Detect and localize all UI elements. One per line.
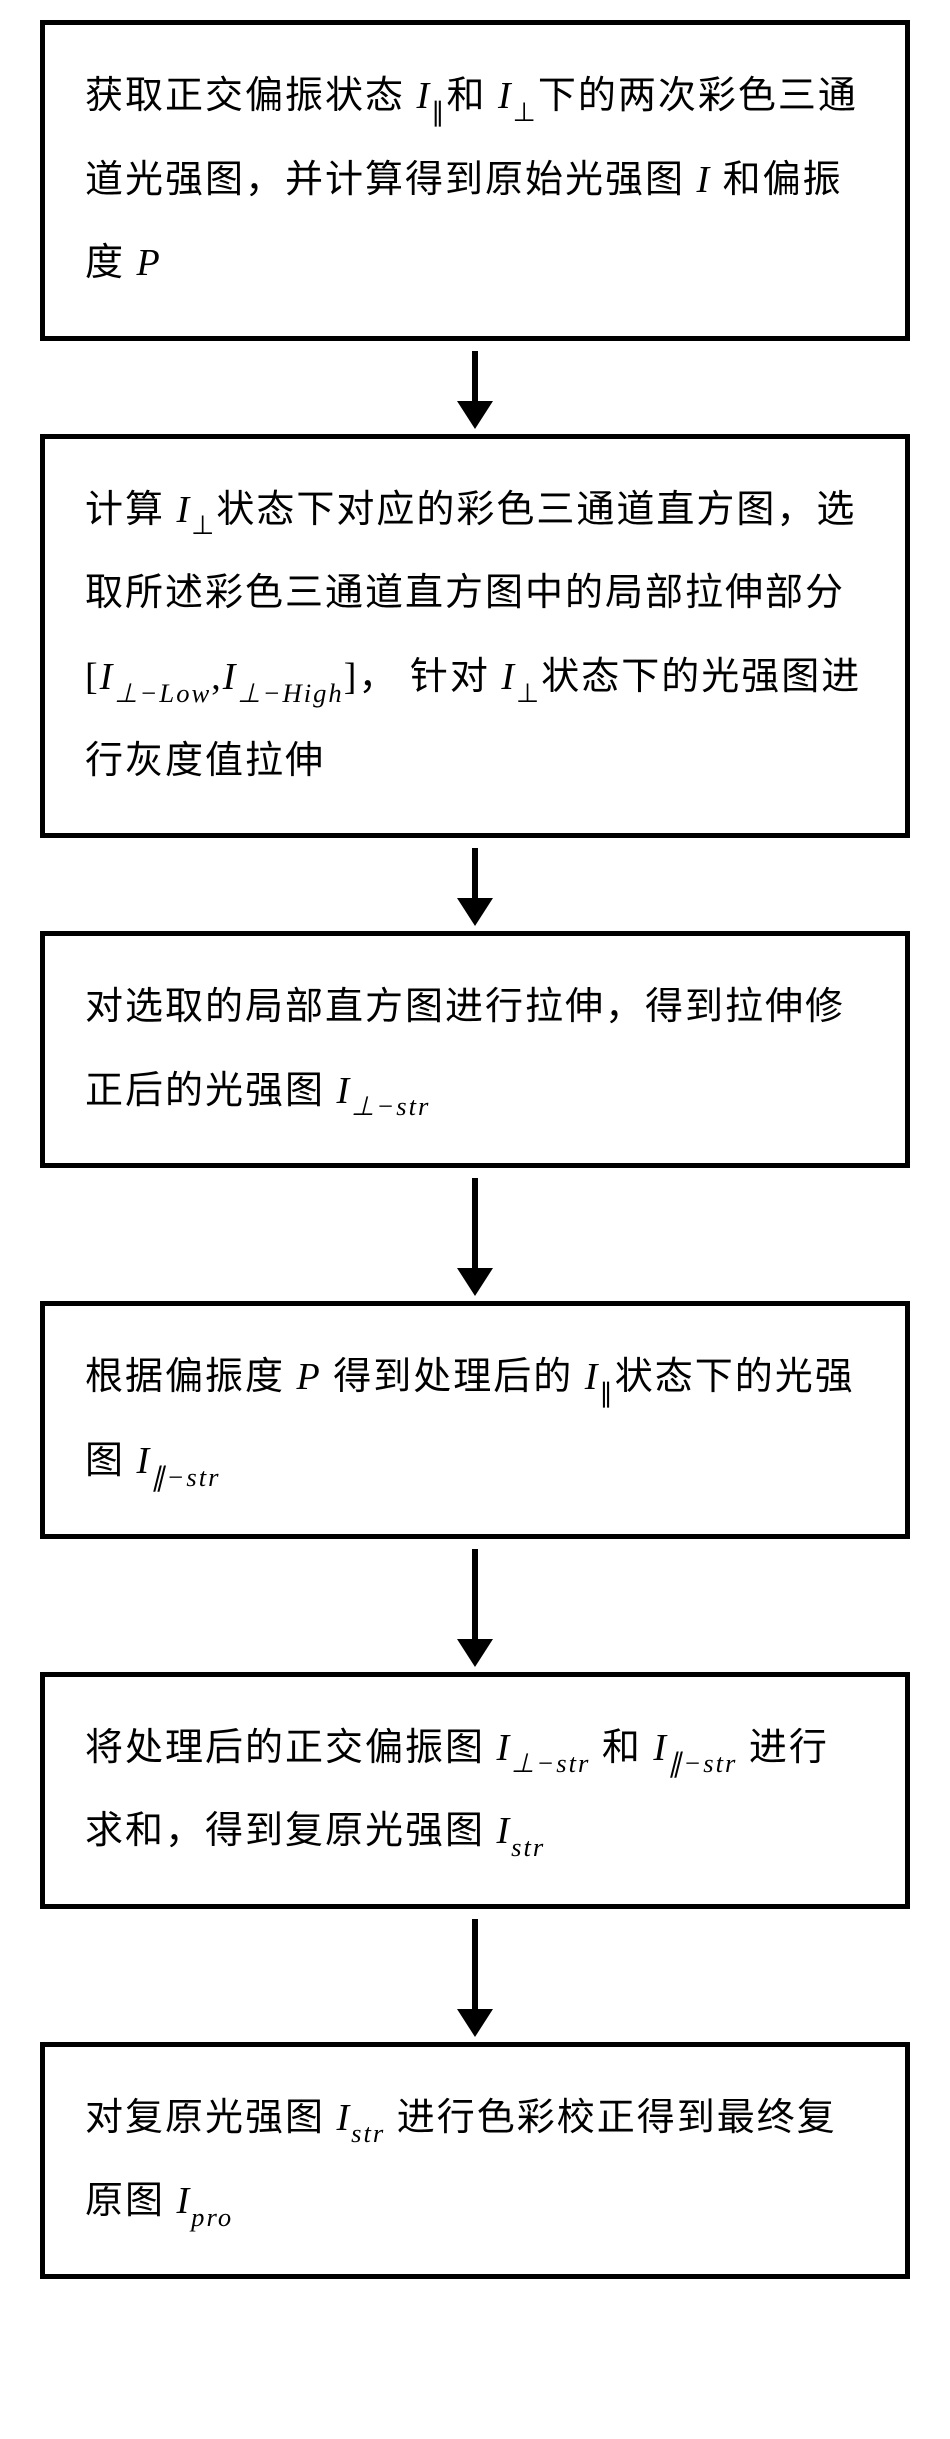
- step-text: 对复原光强图 Istr 进行色彩校正得到最终复原图 Ipro: [85, 2097, 837, 2223]
- step-text: 根据偏振度 P 得到处理后的 I∥状态下的光强图 I∥−str: [85, 1356, 855, 1482]
- step-text: 对选取的局部直方图进行拉伸，得到拉伸修正后的光强图 I⊥−str: [85, 986, 845, 1112]
- flowchart-container: 获取正交偏振状态 I∥和 I⊥下的两次彩色三通道光强图，并计算得到原始光强图 I…: [20, 20, 930, 2279]
- arrow-down-icon: [457, 351, 493, 429]
- flowchart-step-6: 对复原光强图 Istr 进行色彩校正得到最终复原图 Ipro: [40, 2042, 910, 2279]
- flowchart-step-2: 计算 I⊥状态下对应的彩色三通道直方图，选取所述彩色三通道直方图中的局部拉伸部分…: [40, 434, 910, 838]
- arrow-down-icon: [457, 1919, 493, 2037]
- step-text: 计算 I⊥状态下对应的彩色三通道直方图，选取所述彩色三通道直方图中的局部拉伸部分…: [85, 489, 861, 782]
- arrow-down-icon: [457, 1549, 493, 1667]
- flowchart-step-3: 对选取的局部直方图进行拉伸，得到拉伸修正后的光强图 I⊥−str: [40, 931, 910, 1168]
- arrow-down-icon: [457, 1178, 493, 1296]
- step-text: 获取正交偏振状态 I∥和 I⊥下的两次彩色三通道光强图，并计算得到原始光强图 I…: [85, 75, 858, 284]
- flowchart-step-5: 将处理后的正交偏振图 I⊥−str 和 I∥−str 进行求和，得到复原光强图 …: [40, 1672, 910, 1909]
- flowchart-step-1: 获取正交偏振状态 I∥和 I⊥下的两次彩色三通道光强图，并计算得到原始光强图 I…: [40, 20, 910, 341]
- step-text: 将处理后的正交偏振图 I⊥−str 和 I∥−str 进行求和，得到复原光强图 …: [85, 1727, 829, 1853]
- arrow-down-icon: [457, 848, 493, 926]
- flowchart-step-4: 根据偏振度 P 得到处理后的 I∥状态下的光强图 I∥−str: [40, 1301, 910, 1538]
